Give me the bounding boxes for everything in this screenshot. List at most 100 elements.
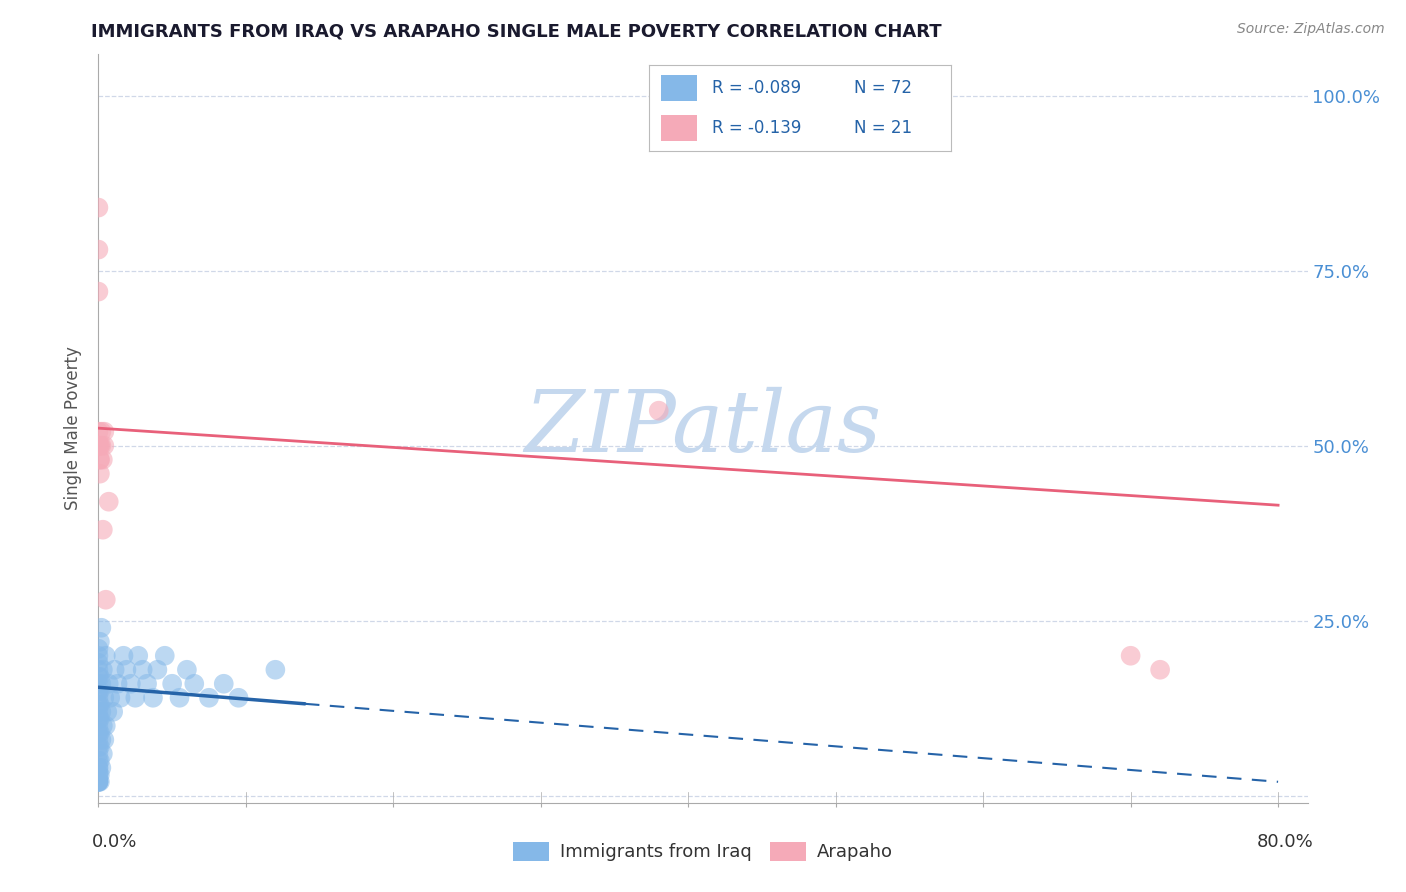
Point: [107, 677, 129, 691]
Point: [1149, 663, 1171, 677]
Point: [87, 690, 110, 705]
Point: [104, 663, 127, 677]
Point: [91, 452, 114, 467]
Point: [87, 285, 110, 299]
Point: [124, 690, 146, 705]
Point: [91, 747, 114, 761]
Point: [94, 719, 117, 733]
Point: [87, 719, 110, 733]
Point: [153, 648, 176, 663]
Point: [90, 425, 112, 439]
Point: [110, 690, 132, 705]
Point: [176, 663, 198, 677]
Point: [91, 523, 114, 537]
Point: [112, 648, 135, 663]
Point: [228, 690, 250, 705]
Point: [89, 439, 111, 453]
Point: [87, 739, 110, 754]
Point: [87, 754, 110, 768]
Point: [87, 732, 110, 747]
Point: [93, 690, 115, 705]
Point: [89, 768, 111, 782]
Point: [146, 663, 169, 677]
Point: [89, 739, 111, 754]
Point: [169, 690, 191, 705]
Point: [89, 683, 111, 698]
Point: [89, 467, 111, 481]
Point: [87, 439, 110, 453]
Text: Source: ZipAtlas.com: Source: ZipAtlas.com: [1237, 22, 1385, 37]
Point: [1119, 648, 1142, 663]
Point: [87, 201, 110, 215]
Point: [87, 683, 110, 698]
Point: [91, 663, 114, 677]
Y-axis label: Single Male Poverty: Single Male Poverty: [65, 346, 83, 510]
Point: [87, 648, 110, 663]
Point: [87, 761, 110, 775]
Point: [87, 712, 110, 726]
Point: [97, 494, 120, 508]
Point: [131, 663, 153, 677]
Point: [90, 705, 112, 719]
Point: [89, 698, 111, 712]
Point: [142, 690, 165, 705]
Point: [120, 677, 142, 691]
Point: [89, 774, 111, 789]
Point: [87, 774, 110, 789]
Point: [89, 634, 111, 648]
Point: [87, 747, 110, 761]
Point: [87, 663, 110, 677]
Point: [90, 677, 112, 691]
Point: [89, 452, 111, 467]
Legend: Immigrants from Iraq, Arapaho: Immigrants from Iraq, Arapaho: [506, 835, 900, 869]
Point: [87, 768, 110, 782]
Point: [87, 641, 110, 656]
Point: [127, 648, 149, 663]
Point: [87, 656, 110, 670]
Text: 0.0%: 0.0%: [93, 833, 138, 851]
Point: [94, 592, 117, 607]
Point: [93, 425, 115, 439]
Point: [98, 690, 121, 705]
Point: [97, 677, 120, 691]
Point: [87, 425, 110, 439]
Point: [87, 698, 110, 712]
Text: ZIPatlas: ZIPatlas: [524, 387, 882, 469]
Point: [87, 705, 110, 719]
Point: [90, 621, 112, 635]
Point: [89, 754, 111, 768]
Point: [264, 663, 287, 677]
Point: [89, 712, 111, 726]
Point: [93, 732, 115, 747]
Point: [87, 774, 110, 789]
Point: [101, 705, 124, 719]
Point: [160, 677, 183, 691]
Point: [90, 439, 112, 453]
Point: [89, 452, 111, 467]
Point: [212, 677, 235, 691]
Point: [87, 243, 110, 257]
Point: [90, 761, 112, 775]
Point: [87, 725, 110, 739]
Point: [89, 725, 111, 739]
Point: [87, 774, 110, 789]
Point: [87, 677, 110, 691]
Point: [91, 719, 114, 733]
Point: [136, 677, 159, 691]
Point: [87, 774, 110, 789]
Text: 80.0%: 80.0%: [1257, 833, 1313, 851]
Point: [90, 732, 112, 747]
Point: [183, 677, 205, 691]
Text: IMMIGRANTS FROM IRAQ VS ARAPAHO SINGLE MALE POVERTY CORRELATION CHART: IMMIGRANTS FROM IRAQ VS ARAPAHO SINGLE M…: [91, 22, 942, 40]
Point: [89, 670, 111, 684]
Point: [115, 663, 138, 677]
Point: [96, 705, 118, 719]
Point: [198, 690, 221, 705]
Point: [94, 648, 117, 663]
Point: [87, 670, 110, 684]
Point: [648, 403, 671, 417]
Point: [87, 768, 110, 782]
Point: [89, 439, 111, 453]
Point: [93, 439, 115, 453]
Point: [87, 761, 110, 775]
